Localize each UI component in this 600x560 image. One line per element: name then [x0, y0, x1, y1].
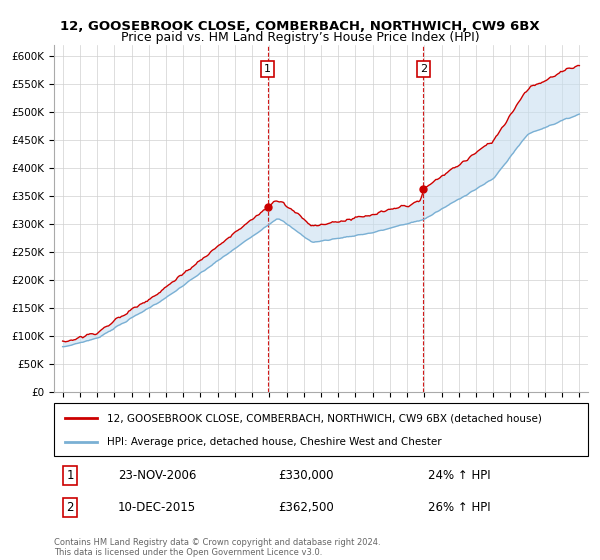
Text: 12, GOOSEBROOK CLOSE, COMBERBACH, NORTHWICH, CW9 6BX: 12, GOOSEBROOK CLOSE, COMBERBACH, NORTHW…	[60, 20, 540, 32]
Text: 1: 1	[66, 469, 74, 482]
Text: 23-NOV-2006: 23-NOV-2006	[118, 469, 196, 482]
Text: £330,000: £330,000	[278, 469, 334, 482]
Text: £362,500: £362,500	[278, 501, 334, 514]
Text: 26% ↑ HPI: 26% ↑ HPI	[428, 501, 490, 514]
Text: Contains HM Land Registry data © Crown copyright and database right 2024.
This d: Contains HM Land Registry data © Crown c…	[54, 538, 380, 557]
Text: 12, GOOSEBROOK CLOSE, COMBERBACH, NORTHWICH, CW9 6BX (detached house): 12, GOOSEBROOK CLOSE, COMBERBACH, NORTHW…	[107, 413, 542, 423]
Text: 10-DEC-2015: 10-DEC-2015	[118, 501, 196, 514]
Text: Price paid vs. HM Land Registry’s House Price Index (HPI): Price paid vs. HM Land Registry’s House …	[121, 31, 479, 44]
Text: HPI: Average price, detached house, Cheshire West and Chester: HPI: Average price, detached house, Ches…	[107, 436, 442, 446]
Text: 1: 1	[264, 64, 271, 74]
Text: 24% ↑ HPI: 24% ↑ HPI	[428, 469, 490, 482]
Text: 2: 2	[420, 64, 427, 74]
Text: 2: 2	[66, 501, 74, 514]
FancyBboxPatch shape	[54, 403, 588, 456]
